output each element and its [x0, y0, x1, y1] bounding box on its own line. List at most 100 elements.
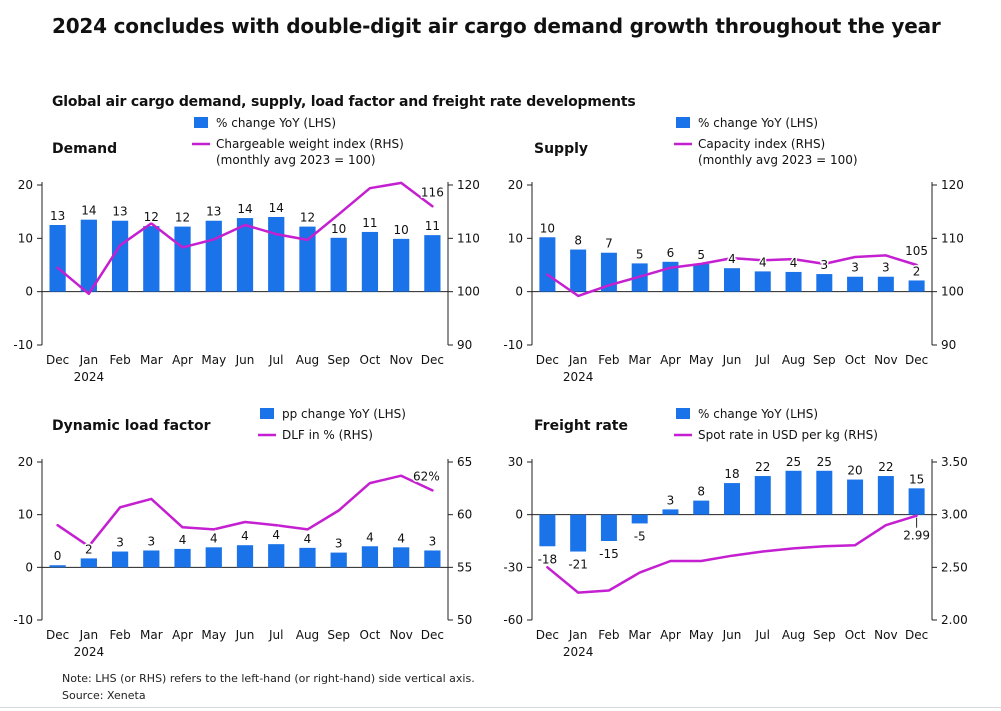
bar-data-label: 10 [394, 223, 409, 237]
bar-data-label: 3 [667, 493, 675, 507]
bar [299, 226, 316, 292]
legend-line-label: Chargeable weight index (RHS) [216, 137, 404, 151]
bar-data-label: 13 [112, 205, 127, 219]
bar-data-label: 12 [300, 211, 315, 225]
left-tick-label: 10 [18, 231, 33, 245]
bar-data-label: 4 [179, 533, 187, 547]
left-tick-label: 10 [508, 231, 523, 245]
bar [111, 220, 129, 292]
legend-bar-swatch [676, 117, 690, 128]
legend-bar-swatch [194, 117, 208, 128]
x-tick-label: Apr [172, 628, 193, 642]
bar [847, 276, 864, 292]
bar-data-label: 3 [335, 537, 343, 551]
bar [754, 476, 771, 515]
legend-line-label: Spot rate in USD per kg (RHS) [698, 428, 878, 442]
panel-title: Demand [52, 141, 117, 157]
x-tick-label: May [201, 353, 226, 367]
bar [236, 545, 254, 568]
x-tick-label: Sep [813, 353, 836, 367]
bar-data-label: 22 [878, 460, 893, 474]
bar [393, 238, 410, 292]
x-tick-label: Feb [598, 628, 619, 642]
bar [236, 218, 254, 292]
bar [111, 551, 129, 568]
x-tick-label: Aug [296, 353, 319, 367]
bar-data-label: 4 [759, 255, 767, 269]
left-tick-label: -10 [503, 338, 523, 352]
page-title: 2024 concludes with double-digit air car… [52, 14, 941, 38]
bar [361, 546, 379, 568]
x-tick-label: Apr [172, 353, 193, 367]
x-tick-label: Jan [79, 628, 99, 642]
bar [754, 271, 771, 292]
source-note: Source: Xeneta [62, 689, 146, 702]
legend-line-label-2: (monthly avg 2023 = 100) [698, 153, 858, 167]
x-tick-label: Sep [813, 628, 836, 642]
bar [600, 514, 617, 541]
x-tick-label: Nov [874, 628, 897, 642]
legend-bar-label: % change YoY (LHS) [698, 407, 818, 421]
x-tick-label: Nov [874, 353, 897, 367]
x-tick-sublabel: 2024 [563, 645, 594, 659]
bar-data-label: 8 [697, 485, 705, 499]
right-tick-label: 100 [457, 285, 480, 299]
bar-data-label: 2 [913, 264, 921, 278]
bar [816, 470, 833, 515]
bar [143, 550, 160, 568]
x-tick-sublabel: 2024 [563, 370, 594, 384]
bar-data-label: 3 [147, 534, 155, 548]
panel-title: Supply [534, 141, 588, 157]
x-tick-label: Jan [568, 628, 588, 642]
bar [570, 514, 587, 552]
bar-data-label: 3 [882, 261, 890, 275]
line-end-label: 62% [413, 469, 440, 483]
bar [393, 547, 410, 568]
bar [299, 547, 316, 568]
bar [174, 548, 191, 568]
left-tick-label: 30 [508, 455, 523, 469]
right-tick-label: 3.00 [941, 508, 968, 522]
x-tick-label: Jun [722, 353, 742, 367]
left-tick-label: 20 [18, 455, 33, 469]
x-tick-label: Feb [109, 353, 130, 367]
right-tick-label: 90 [941, 338, 956, 352]
bar [539, 514, 556, 547]
bar-data-label: 13 [206, 205, 221, 219]
bar [724, 268, 740, 292]
bar-data-label: 4 [304, 532, 312, 546]
x-tick-label: Jul [755, 353, 770, 367]
bar-data-label: -21 [568, 558, 588, 572]
bar [143, 226, 160, 292]
bar [205, 547, 222, 568]
bar [268, 217, 285, 292]
x-tick-label: Dec [536, 628, 559, 642]
line-end-label: 105 [905, 244, 928, 258]
right-tick-label: 65 [457, 455, 472, 469]
bar-data-label: 18 [724, 467, 739, 481]
series-line [546, 514, 918, 594]
x-tick-label: Sep [327, 628, 350, 642]
x-tick-label: Nov [389, 353, 412, 367]
x-tick-label: Sep [327, 353, 350, 367]
bar [693, 263, 710, 292]
left-tick-label: 0 [515, 508, 523, 522]
bar [847, 479, 864, 515]
bar [816, 274, 833, 292]
bar [877, 476, 894, 515]
bar-data-label: 22 [755, 460, 770, 474]
x-tick-label: Jun [722, 628, 742, 642]
x-tick-label: Jan [79, 353, 99, 367]
x-tick-label: Jul [268, 353, 283, 367]
bar-data-label: 5 [697, 248, 705, 262]
bar [80, 558, 97, 568]
x-tick-label: Jul [755, 628, 770, 642]
bar [600, 252, 617, 292]
x-tick-label: Dec [46, 353, 69, 367]
bar [49, 565, 66, 568]
legend-line-label: DLF in % (RHS) [282, 428, 373, 442]
bar-data-label: 20 [847, 464, 862, 478]
bar-data-label: 11 [362, 216, 377, 230]
x-tick-label: Dec [421, 353, 444, 367]
